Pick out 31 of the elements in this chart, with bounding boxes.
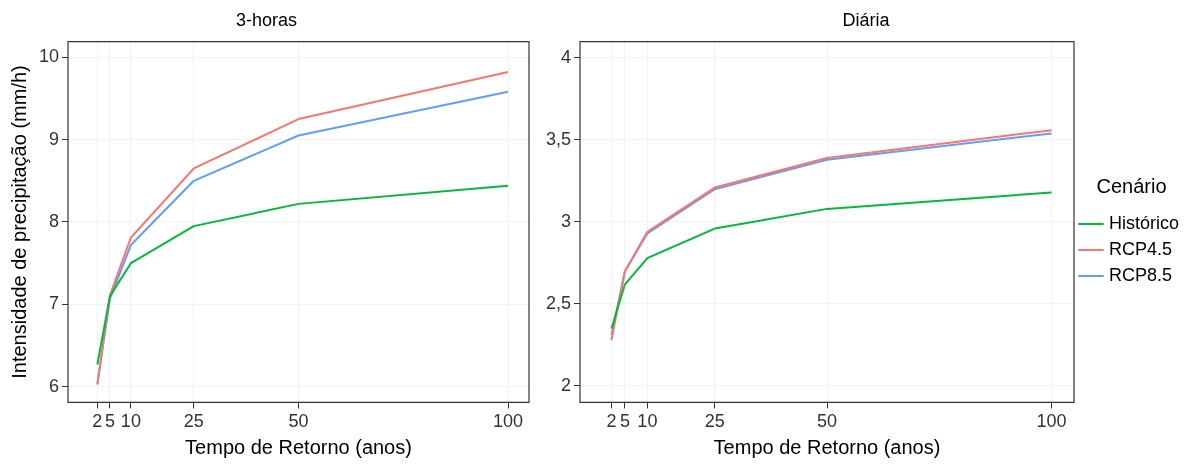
x-tick-label: 50 [816,411,838,432]
y-tick-label: 2 [561,374,572,395]
x-tick-label: 10 [120,411,141,432]
y-tick-label: 7 [49,293,60,314]
x-tick-label: 100 [493,411,524,432]
x-tick-label: 25 [704,411,725,432]
y-tick-label: 3 [561,210,572,231]
x-tick-label: 5 [104,411,115,432]
y-axis-title: Intensidade de precipitação (mm/h) [7,65,30,379]
legend-label: RCP4.5 [1108,238,1173,259]
x-tick-label: 2 [606,411,617,432]
x-tick-label: 100 [1036,411,1067,432]
y-tick-label: 8 [49,210,60,231]
chart-title: Diária [842,9,891,30]
x-axis-title: Tempo de Retorno (anos) [185,435,412,458]
y-tick-label: 10 [38,46,60,67]
y-tick-label: 6 [49,375,60,396]
y-tick-label: 2,5 [545,292,572,313]
x-tick-label: 2 [92,411,103,432]
x-tick-label: 5 [619,411,630,432]
legend-label: Histórico [1108,212,1179,233]
legend-title: Cenário [1096,174,1167,197]
y-tick-label: 4 [561,46,572,67]
y-tick-label: 3,5 [545,128,572,149]
legend-label: RCP8.5 [1108,264,1173,285]
x-tick-label: 25 [183,411,204,432]
x-tick-label: 10 [637,411,658,432]
y-tick-label: 9 [49,128,60,149]
x-tick-label: 50 [288,411,309,432]
x-axis-title: Tempo de Retorno (anos) [713,435,941,458]
chart-title: 3-horas [235,9,298,30]
